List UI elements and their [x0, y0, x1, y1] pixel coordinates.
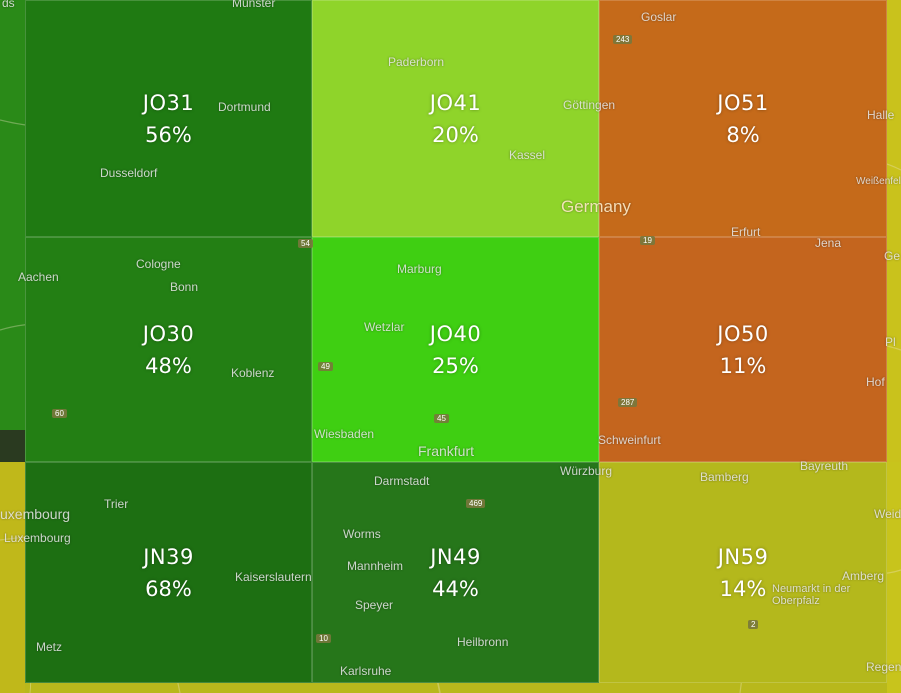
- city-label: Karlsruhe: [340, 664, 392, 678]
- grid-percentage: 8%: [726, 122, 760, 147]
- road-shield: 287: [618, 398, 638, 407]
- city-label: Neumarkt in der Oberpfalz: [772, 583, 851, 607]
- edge-tile-top-left: [0, 0, 25, 430]
- grid-percentage: 68%: [145, 576, 192, 601]
- city-label: Halle: [867, 108, 895, 122]
- grid-percentage: 25%: [432, 353, 479, 378]
- city-label: Regen: [866, 660, 901, 674]
- grid-locator: JO51: [717, 90, 769, 115]
- city-label: Wiesbaden: [314, 427, 375, 441]
- city-label: Würzburg: [560, 464, 613, 478]
- grid-percentage: 11%: [719, 353, 767, 378]
- city-label: Pl: [885, 335, 896, 349]
- grid-locator: JN59: [717, 544, 769, 569]
- city-label: Ge: [884, 249, 901, 263]
- city-label: uxembourg: [0, 506, 71, 522]
- grid-cell-jo50[interactable]: JO50 11%: [599, 237, 887, 462]
- city-label: Erfurt: [731, 225, 761, 239]
- city-label: Darmstadt: [374, 474, 430, 488]
- grid-locator: JO50: [717, 321, 769, 346]
- city-label: ds: [2, 0, 15, 10]
- grid-locator: JO30: [142, 321, 195, 346]
- city-label: Weißenfel: [856, 176, 901, 187]
- road-shield: 60: [52, 409, 67, 418]
- grid-locator: JN49: [430, 544, 481, 569]
- city-label: Koblenz: [231, 366, 275, 380]
- city-label: Bamberg: [700, 470, 749, 484]
- grid-percentage: 56%: [145, 122, 192, 147]
- grid-cell-jo31[interactable]: JO31 56%: [25, 0, 312, 237]
- grid-locator: JN39: [143, 544, 194, 569]
- city-label: Jena: [815, 236, 842, 250]
- city-label: Mannheim: [347, 559, 404, 573]
- road-shield: 243: [613, 35, 633, 44]
- road-shield: 54: [298, 239, 313, 248]
- grid-locator: JO41: [429, 90, 482, 115]
- city-label: Kassel: [509, 148, 546, 162]
- grid-percentage: 14%: [719, 576, 767, 601]
- road-shield: 469: [466, 499, 486, 508]
- city-label: Metz: [36, 640, 63, 654]
- city-label: Schweinfurt: [598, 433, 661, 447]
- city-label: Kaiserslautern: [235, 570, 312, 584]
- city-label: Bayreuth: [800, 459, 849, 473]
- grid-cell-jo40[interactable]: JO40 25%: [312, 237, 599, 462]
- city-label: Luxembourg: [4, 531, 71, 545]
- city-label: Dortmund: [218, 100, 271, 114]
- city-label: Weid: [874, 507, 901, 521]
- grid-cell-jn49[interactable]: JN49 44%: [312, 462, 599, 683]
- city-label: Aachen: [18, 270, 59, 284]
- edge-tile-left-bottom: [0, 462, 25, 693]
- city-label: Amberg: [842, 569, 885, 583]
- grid-percentage: 20%: [432, 122, 479, 147]
- grid-cell-jn39[interactable]: JN39 68%: [25, 462, 312, 683]
- road-shield: 10: [316, 634, 331, 643]
- edge-tile-bottom: [25, 683, 887, 693]
- grid-cell-jo30[interactable]: JO30 48%: [25, 237, 312, 462]
- road-shield: 2: [748, 620, 759, 629]
- city-label: Trier: [104, 497, 129, 511]
- city-label: Worms: [343, 527, 381, 541]
- grid-locator: JO40: [429, 321, 482, 346]
- city-label: Frankfurt: [418, 443, 475, 459]
- city-label: Dusseldorf: [100, 166, 158, 180]
- city-label: Münster: [232, 0, 276, 10]
- city-label: Wetzlar: [364, 320, 405, 334]
- road-shield: 45: [434, 414, 449, 423]
- road-shield: 49: [318, 362, 333, 371]
- grid-percentage: 44%: [432, 576, 479, 601]
- grid-cell-jo41[interactable]: JO41 20%: [312, 0, 599, 237]
- edge-tile-right-top: [887, 0, 901, 462]
- city-label: Marburg: [397, 262, 442, 276]
- city-label: Speyer: [355, 598, 394, 612]
- grid-locator: JO31: [142, 90, 195, 115]
- country-label: Germany: [561, 197, 631, 216]
- city-label: Bonn: [170, 280, 199, 294]
- grid-cell-jo51[interactable]: JO51 8%: [599, 0, 887, 237]
- edge-tile-right-bottom: [887, 462, 901, 693]
- city-label: Cologne: [136, 257, 181, 271]
- road-shield: 19: [640, 236, 655, 245]
- city-label: Heilbronn: [457, 635, 509, 649]
- grid-cell-jn59[interactable]: JN59 14%: [599, 462, 887, 683]
- grid-percentage: 48%: [145, 353, 192, 378]
- city-label: Göttingen: [563, 98, 616, 112]
- city-label: Goslar: [641, 10, 677, 24]
- city-label: Paderborn: [388, 55, 445, 69]
- city-label: Hof: [866, 375, 885, 389]
